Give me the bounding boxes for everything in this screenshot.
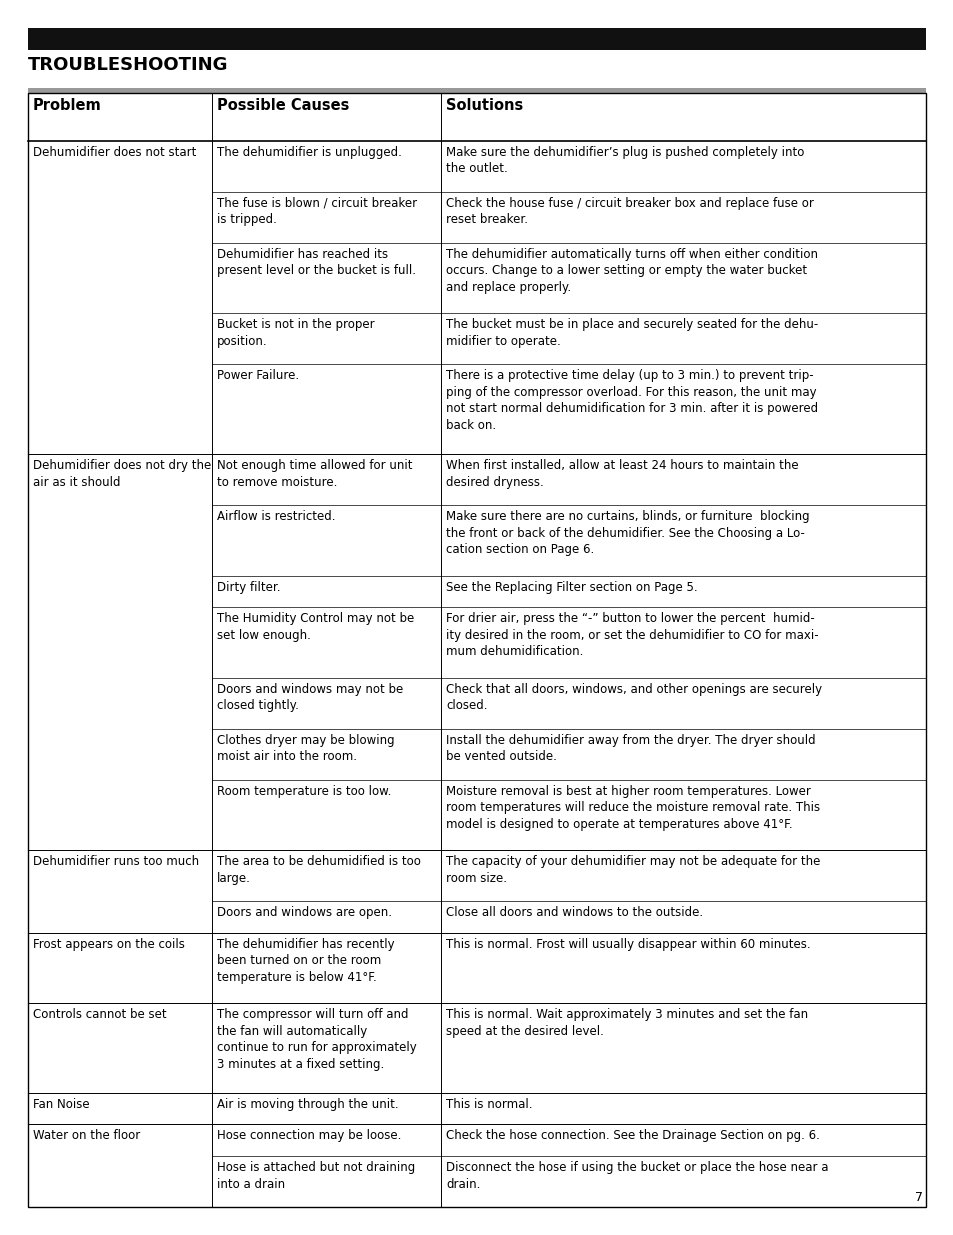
Text: Dehumidifier does not dry the
air as it should: Dehumidifier does not dry the air as it … bbox=[33, 459, 211, 489]
Text: Airflow is restricted.: Airflow is restricted. bbox=[217, 510, 335, 524]
Text: Make sure the dehumidifier’s plug is pushed completely into
the outlet.: Make sure the dehumidifier’s plug is pus… bbox=[446, 146, 803, 175]
Text: Dehumidifier has reached its
present level or the bucket is full.: Dehumidifier has reached its present lev… bbox=[217, 248, 416, 278]
Text: Bucket is not in the proper
position.: Bucket is not in the proper position. bbox=[217, 319, 375, 348]
Text: Room temperature is too low.: Room temperature is too low. bbox=[217, 784, 391, 798]
Text: Make sure there are no curtains, blinds, or furniture  blocking
the front or bac: Make sure there are no curtains, blinds,… bbox=[446, 510, 809, 556]
Text: Power Failure.: Power Failure. bbox=[217, 369, 299, 383]
Text: Possible Causes: Possible Causes bbox=[217, 98, 349, 112]
Text: Dirty filter.: Dirty filter. bbox=[217, 580, 280, 594]
Text: Problem: Problem bbox=[33, 98, 102, 112]
Text: The area to be dehumidified is too
large.: The area to be dehumidified is too large… bbox=[217, 855, 420, 884]
Text: For drier air, press the “-” button to lower the percent  humid-
ity desired in : For drier air, press the “-” button to l… bbox=[446, 613, 818, 658]
Text: Hose is attached but not draining
into a drain: Hose is attached but not draining into a… bbox=[217, 1161, 415, 1191]
Text: Check the house fuse / circuit breaker box and replace fuse or
reset breaker.: Check the house fuse / circuit breaker b… bbox=[446, 198, 813, 226]
Text: Check the hose connection. See the Drainage Section on pg. 6.: Check the hose connection. See the Drain… bbox=[446, 1130, 819, 1142]
Bar bbox=[28, 28, 925, 49]
Text: Frost appears on the coils: Frost appears on the coils bbox=[33, 937, 185, 951]
Text: Controls cannot be set: Controls cannot be set bbox=[33, 1008, 167, 1021]
Text: The capacity of your dehumidifier may not be adequate for the
room size.: The capacity of your dehumidifier may no… bbox=[446, 855, 820, 884]
Text: The dehumidifier is unplugged.: The dehumidifier is unplugged. bbox=[217, 146, 401, 159]
Text: Disconnect the hose if using the bucket or place the hose near a
drain.: Disconnect the hose if using the bucket … bbox=[446, 1161, 828, 1191]
Text: Solutions: Solutions bbox=[446, 98, 523, 112]
Text: The dehumidifier has recently
been turned on or the room
temperature is below 41: The dehumidifier has recently been turne… bbox=[217, 937, 395, 983]
Text: Dehumidifier runs too much: Dehumidifier runs too much bbox=[33, 855, 199, 868]
Text: TROUBLESHOOTING: TROUBLESHOOTING bbox=[28, 56, 229, 74]
Text: The dehumidifier automatically turns off when either condition
occurs. Change to: The dehumidifier automatically turns off… bbox=[446, 248, 818, 294]
Text: Air is moving through the unit.: Air is moving through the unit. bbox=[217, 1098, 398, 1110]
Text: 7: 7 bbox=[914, 1191, 923, 1204]
Text: The bucket must be in place and securely seated for the dehu-
midifier to operat: The bucket must be in place and securely… bbox=[446, 319, 818, 348]
Text: There is a protective time delay (up to 3 min.) to prevent trip-
ping of the com: There is a protective time delay (up to … bbox=[446, 369, 818, 432]
Text: Install the dehumidifier away from the dryer. The dryer should
be vented outside: Install the dehumidifier away from the d… bbox=[446, 734, 815, 763]
Text: Doors and windows are open.: Doors and windows are open. bbox=[217, 906, 392, 919]
Text: The fuse is blown / circuit breaker
is tripped.: The fuse is blown / circuit breaker is t… bbox=[217, 198, 416, 226]
Text: See the Replacing Filter section on Page 5.: See the Replacing Filter section on Page… bbox=[446, 580, 697, 594]
Text: This is normal.: This is normal. bbox=[446, 1098, 532, 1110]
Text: The Humidity Control may not be
set low enough.: The Humidity Control may not be set low … bbox=[217, 613, 414, 642]
Text: Clothes dryer may be blowing
moist air into the room.: Clothes dryer may be blowing moist air i… bbox=[217, 734, 395, 763]
Text: Moisture removal is best at higher room temperatures. Lower
room temperatures wi: Moisture removal is best at higher room … bbox=[446, 784, 820, 831]
Text: Close all doors and windows to the outside.: Close all doors and windows to the outsi… bbox=[446, 906, 702, 919]
Text: Water on the floor: Water on the floor bbox=[33, 1130, 140, 1142]
Text: This is normal. Wait approximately 3 minutes and set the fan
speed at the desire: This is normal. Wait approximately 3 min… bbox=[446, 1008, 807, 1037]
Text: The compressor will turn off and
the fan will automatically
continue to run for : The compressor will turn off and the fan… bbox=[217, 1008, 416, 1071]
Text: Doors and windows may not be
closed tightly.: Doors and windows may not be closed tigh… bbox=[217, 683, 403, 713]
Text: When first installed, allow at least 24 hours to maintain the
desired dryness.: When first installed, allow at least 24 … bbox=[446, 459, 798, 489]
Text: Fan Noise: Fan Noise bbox=[33, 1098, 90, 1110]
Text: Dehumidifier does not start: Dehumidifier does not start bbox=[33, 146, 196, 159]
Text: Not enough time allowed for unit
to remove moisture.: Not enough time allowed for unit to remo… bbox=[217, 459, 412, 489]
Text: Check that all doors, windows, and other openings are securely
closed.: Check that all doors, windows, and other… bbox=[446, 683, 821, 713]
Text: Hose connection may be loose.: Hose connection may be loose. bbox=[217, 1130, 401, 1142]
Bar bbox=[28, 88, 925, 93]
Text: This is normal. Frost will usually disappear within 60 minutes.: This is normal. Frost will usually disap… bbox=[446, 937, 810, 951]
